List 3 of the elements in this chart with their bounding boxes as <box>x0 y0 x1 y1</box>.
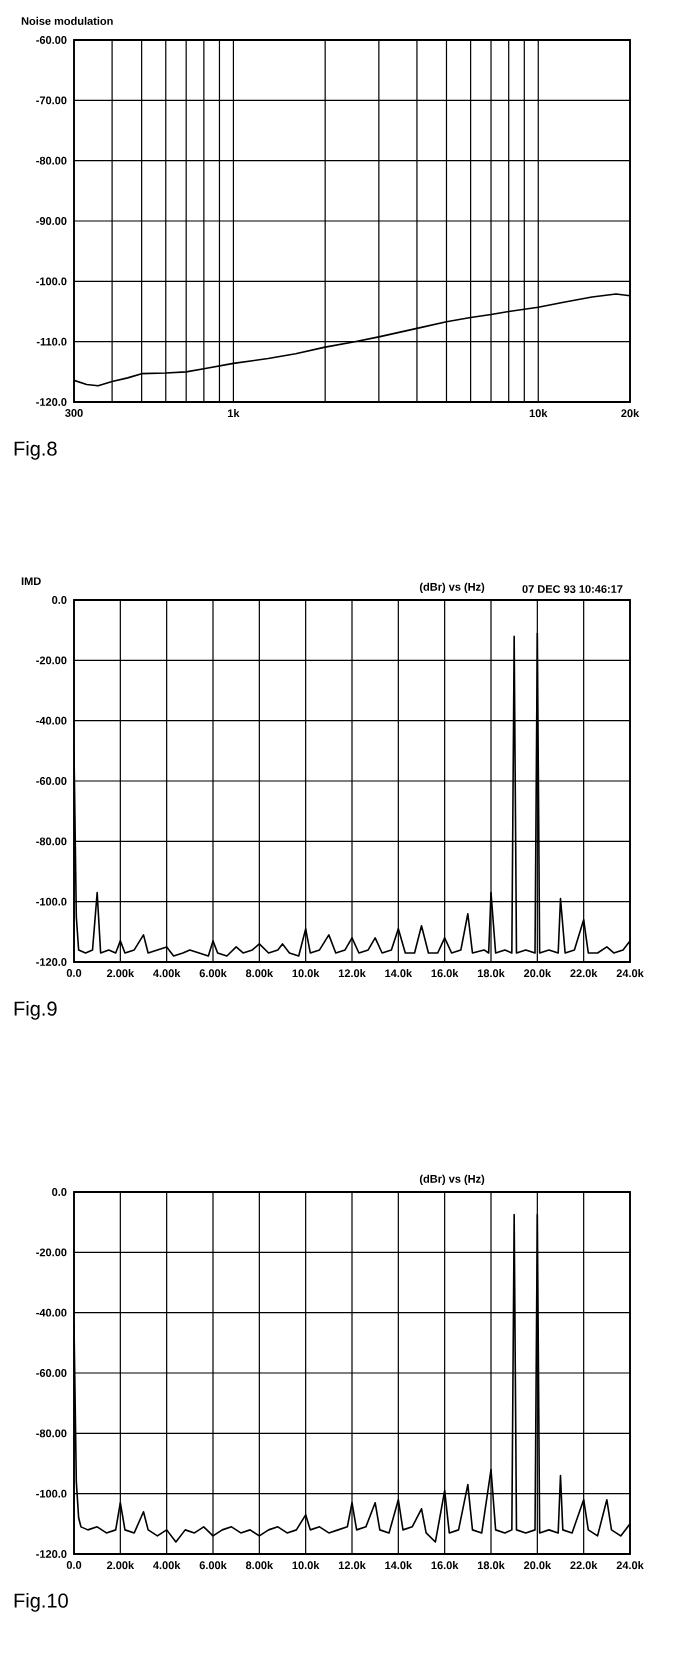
caption: Fig.9 <box>14 1001 57 1020</box>
caption: Fig.10 <box>14 1593 68 1612</box>
caption: Fig.8 <box>14 441 57 460</box>
